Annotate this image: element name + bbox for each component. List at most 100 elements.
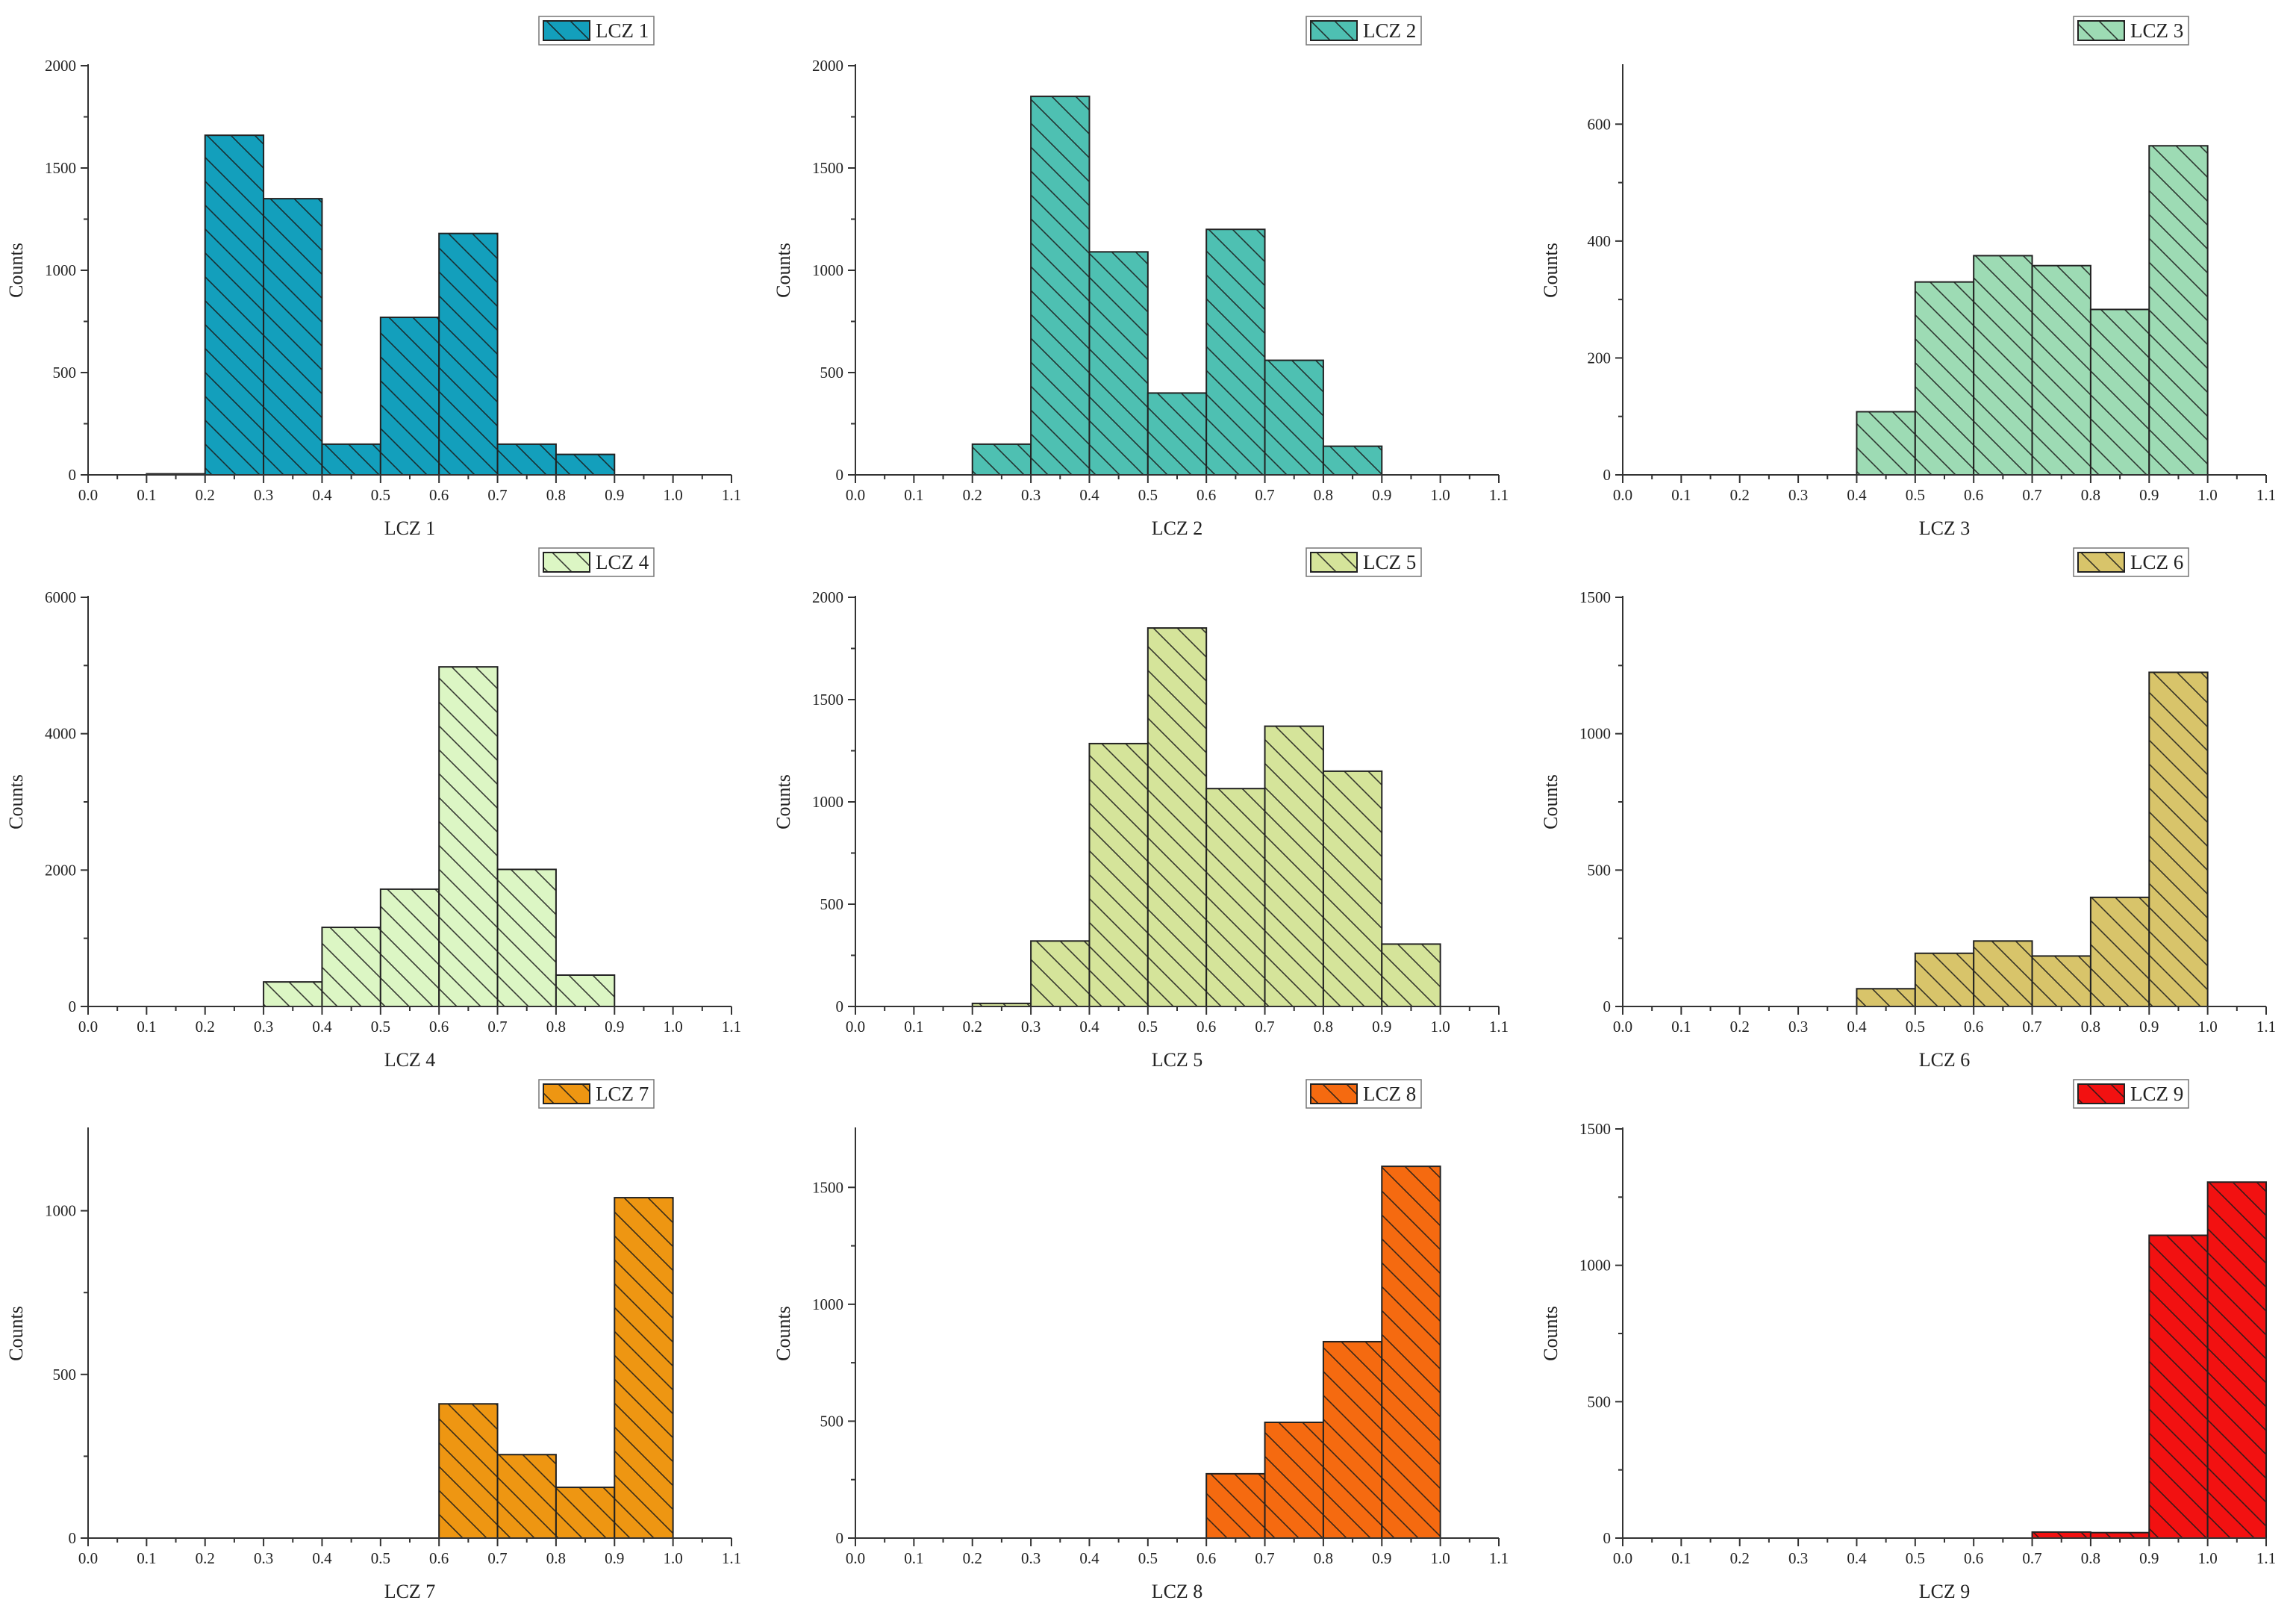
bar-hatch: [497, 869, 556, 1006]
lcz-5-x-tick-label: 0.9: [1372, 1018, 1391, 1036]
lcz-5-bar: [1205, 788, 1266, 1007]
lcz-8-x-tick-label: 0.7: [1255, 1549, 1274, 1567]
lcz-9-bar: [2031, 1531, 2091, 1539]
bar-hatch: [1974, 941, 2033, 1006]
lcz-7-y-tick-label: 500: [53, 1366, 77, 1384]
lcz-7-x-tick-label: 0.4: [312, 1549, 332, 1567]
bar-hatch: [1206, 229, 1265, 475]
bar-hatch: [1264, 726, 1323, 1006]
lcz-8-bar: [1322, 1340, 1383, 1539]
lcz-1-bar: [321, 443, 381, 476]
lcz-3-x-tick-label: 1.0: [2198, 486, 2218, 504]
bar-hatch: [555, 454, 615, 475]
bar-hatch: [1323, 1341, 1382, 1538]
bar-hatch: [263, 982, 322, 1006]
lcz-4-bar: [379, 888, 440, 1007]
lcz-3-x-tick-label: 0.2: [1730, 486, 1750, 504]
lcz-1-x-tick-label: 0.3: [254, 486, 273, 504]
legend-swatch-hatch: [1311, 553, 1357, 572]
lcz-6-bar: [1914, 952, 1975, 1008]
lcz-9-bar: [2148, 1234, 2209, 1539]
lcz-2-y-tick-label: 1000: [812, 261, 843, 279]
lcz-5-x-tick-label: 0.3: [1021, 1018, 1041, 1036]
lcz-4-x-tick-label: 0.7: [487, 1018, 507, 1036]
lcz-1-x-tick-label: 1.0: [664, 486, 683, 504]
lcz-5-x-tick-label: 0.5: [1138, 1018, 1158, 1036]
lcz-8-x-tick-label: 0.0: [846, 1549, 865, 1567]
lcz-3-x-tick-label: 0.8: [2081, 486, 2100, 504]
lcz-1-x-tick-label: 0.1: [137, 486, 156, 504]
bar-hatch: [1323, 446, 1382, 475]
bar-hatch: [322, 444, 381, 475]
lcz-7-bar: [496, 1454, 557, 1540]
bar-hatch: [2090, 897, 2150, 1006]
lcz-6-bar: [2148, 671, 2209, 1007]
lcz-8-x-tick-label: 1.0: [1431, 1549, 1450, 1567]
lcz-9-x-tick-label: 0.7: [2022, 1549, 2041, 1567]
lcz-8-x-tick-label: 0.2: [963, 1549, 982, 1567]
legend-label: LCZ 4: [596, 551, 649, 573]
legend-label: LCZ 2: [1363, 19, 1416, 42]
lcz-7-x-tick-label: 0.2: [196, 1549, 215, 1567]
lcz-3-x-tick-label: 0.5: [1906, 486, 1925, 504]
lcz-5-y-axis-label: Counts: [773, 774, 794, 830]
bar-hatch: [2149, 672, 2208, 1006]
lcz-7-legend: LCZ 7: [538, 1079, 655, 1109]
lcz-6-x-tick-label: 0.2: [1730, 1018, 1750, 1036]
bar-hatch: [972, 444, 1032, 475]
bar-hatch: [380, 317, 440, 475]
bar-hatch: [555, 1487, 615, 1538]
bar-hatch: [614, 1198, 673, 1538]
lcz-8-bar: [1264, 1421, 1324, 1539]
bar-hatch: [1206, 788, 1265, 1006]
bar-hatch: [1323, 771, 1382, 1006]
lcz-6-x-tick-label: 0.8: [2081, 1018, 2100, 1036]
legend-swatch-outline: [1310, 1083, 1358, 1104]
lcz-5-panel: 0.0 0.1 0.2 0.3 0.4 0.5 0.6 0.7 0.8 0.9 1.0 1.1 0 500…: [773, 547, 1509, 1071]
lcz-1-x-tick-label: 0.6: [429, 486, 449, 504]
legend-swatch-outline: [543, 1083, 590, 1104]
lcz-5-x-tick-label: 0.2: [963, 1018, 982, 1036]
lcz-4-panel: 0.0 0.1 0.2 0.3 0.4 0.5 0.6 0.7 0.8 0.9 1.0 1.1 0 200…: [5, 547, 741, 1071]
lcz-1-y-tick-label: 1500: [45, 159, 76, 177]
lcz-2-x-tick-label: 0.5: [1138, 486, 1158, 504]
lcz-5-bar: [1088, 742, 1149, 1007]
lcz-7-y-tick-label: 1000: [45, 1202, 76, 1220]
lcz-7-bar: [555, 1487, 616, 1539]
lcz-5-x-tick-label: 0.7: [1255, 1018, 1274, 1036]
lcz-5-x-axis-label: LCZ 5: [1152, 1049, 1203, 1071]
lcz-4-bar: [321, 927, 381, 1008]
lcz-9-x-tick-label: 1.0: [2198, 1549, 2218, 1567]
lcz-3-y-tick-label: 0: [1603, 466, 1612, 484]
lcz-7-x-tick-label: 0.9: [605, 1549, 624, 1567]
legend-swatch-outline: [2077, 20, 2125, 41]
bar-hatch: [2090, 309, 2150, 475]
lcz-3-x-axis-label: LCZ 3: [1919, 517, 1971, 539]
lcz-4-bar: [555, 974, 616, 1008]
lcz-6-x-tick-label: 0.9: [2139, 1018, 2159, 1036]
legend-swatch-hatch: [2078, 553, 2124, 572]
lcz-5-x-tick-label: 0.1: [904, 1018, 923, 1036]
lcz-3-y-tick-label: 400: [1588, 232, 1612, 250]
lcz-5-bar: [1264, 725, 1324, 1007]
legend-swatch-hatch: [1311, 21, 1357, 40]
lcz-6-legend: LCZ 6: [2073, 547, 2189, 577]
legend-swatch-hatch: [543, 21, 590, 40]
legend-swatch-hatch: [1311, 1084, 1357, 1104]
lcz-8-y-tick-label: 0: [836, 1529, 844, 1547]
lcz-4-y-tick-label: 4000: [45, 725, 76, 743]
lcz-3-legend: LCZ 3: [2073, 16, 2189, 46]
lcz-7-x-tick-label: 0.3: [254, 1549, 273, 1567]
bar-hatch: [1031, 96, 1090, 475]
lcz-1-y-tick-label: 0: [69, 466, 77, 484]
lcz-3-bar: [2148, 145, 2209, 476]
lcz-4-x-tick-label: 0.0: [78, 1018, 98, 1036]
legend-swatch-outline: [1310, 552, 1358, 573]
lcz-8-panel: 0.0 0.1 0.2 0.3 0.4 0.5 0.6 0.7 0.8 0.9 1.0 1.1 0 500…: [773, 1079, 1509, 1602]
lcz-2-y-tick-label: 2000: [812, 57, 843, 75]
bar-hatch: [1382, 1166, 1441, 1538]
lcz-6-x-tick-label: 1.1: [2256, 1018, 2276, 1036]
lcz-1-legend: LCZ 1: [538, 16, 655, 46]
lcz-5-y-tick-label: 1500: [812, 691, 843, 709]
lcz-2-x-tick-label: 0.7: [1255, 486, 1274, 504]
